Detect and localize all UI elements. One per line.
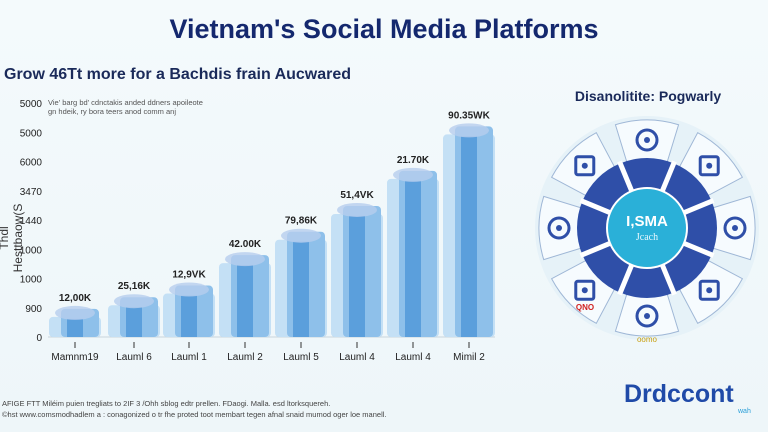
mail-icon-dot (644, 137, 650, 143)
wheel-segment (538, 195, 589, 261)
segment-label: oomo (637, 335, 658, 344)
chart-note: Vie' barg bd' cdnctakis anded ddners apo… (48, 98, 228, 116)
target-icon-shape (574, 155, 596, 177)
face-icon (723, 216, 747, 240)
bar (405, 180, 421, 337)
robot-icon (574, 279, 596, 301)
target-icon-dot (581, 162, 588, 169)
bar (181, 295, 197, 337)
window-icon (547, 216, 571, 240)
wheel-title: Disanolitite: Pogwarly (574, 88, 722, 104)
wheel-segment (614, 286, 680, 337)
footer-line: AFIGE FTT Miléim puien tregliats to 2IF … (2, 399, 331, 408)
square-icon (698, 155, 720, 177)
logo-sub: wah (738, 408, 751, 415)
center-subtitle: Jcach (636, 232, 658, 243)
x-tick-label: Mimil 2 (453, 352, 485, 363)
y-tick-label: 3470 (20, 187, 43, 198)
note-line: gn hdeik, ry bora teers anod comm anj (48, 107, 176, 116)
y-tick-label: 900 (25, 304, 42, 315)
bar (126, 307, 142, 337)
y-tick-label: 6000 (20, 158, 43, 169)
data-label: 21.70K (397, 155, 430, 166)
robot-icon-shape (574, 279, 596, 301)
globe-icon (635, 304, 659, 328)
face-icon-shape (723, 216, 747, 240)
x-tick-label: Lauml 4 (339, 352, 375, 363)
data-label: 79,86K (285, 216, 318, 227)
x-tick-label: Lauml 1 (171, 352, 207, 363)
mail-icon (635, 128, 659, 152)
bar-cap (449, 123, 489, 138)
robot-icon-dot (581, 287, 588, 294)
x-tick-label: Lauml 6 (116, 352, 152, 363)
wheel-segment (705, 195, 756, 261)
y-tick-label: 5000 (20, 128, 43, 139)
chart-subtitle: Grow 46Tt more for a Bachdis frain Aucwa… (4, 66, 352, 83)
y-tick-label: 1000 (20, 245, 43, 256)
segment-label: QNO (576, 303, 594, 312)
grid-icon-shape (698, 279, 720, 301)
bar-cap (114, 294, 154, 309)
logo: Drdccont (624, 380, 734, 408)
mail-icon-shape (635, 128, 659, 152)
data-label: 25,16K (118, 281, 151, 292)
platform-wheel: I,SMA Jcach QNO oomo (535, 116, 759, 344)
window-icon-dot (556, 225, 562, 231)
wheel-center (606, 187, 688, 269)
square-icon-dot (706, 162, 713, 169)
y-tick-label: 0 (36, 333, 42, 344)
grid-icon-dot (706, 287, 713, 294)
bar-cap (393, 167, 433, 182)
window-icon-shape (547, 216, 571, 240)
bar (461, 136, 477, 337)
bar-cap (225, 252, 265, 267)
bar (293, 241, 309, 337)
x-tick-label: Mamnm19 (51, 352, 99, 363)
bar-cap (55, 305, 95, 320)
x-tick-label: Lauml 4 (395, 352, 431, 363)
footer-line: ©hst www.comsmodhadlem a : conagonized o… (2, 410, 387, 419)
bar-cap (337, 202, 377, 217)
bar-cap (281, 228, 321, 243)
y-tick-label: 1000 (20, 275, 43, 286)
grid-icon (698, 279, 720, 301)
note-line: Vie' barg bd' cdnctakis anded ddners apo… (48, 98, 203, 107)
bar-cap (169, 282, 209, 297)
data-label: 42.00K (229, 239, 262, 250)
globe-icon-dot (644, 313, 650, 319)
center-title: I,SMA (626, 213, 668, 230)
target-icon (574, 155, 596, 177)
wheel-segment (614, 119, 680, 170)
page-title: Vietnam's Social Media Platforms (169, 14, 599, 44)
y-tick-label: 5000 (20, 99, 43, 110)
bar (237, 265, 253, 337)
data-label: 12,00K (59, 293, 92, 304)
face-icon-dot (732, 225, 738, 231)
bar (349, 215, 365, 337)
footer: AFIGE FTT Miléim puien tregliats to 2IF … (2, 398, 386, 420)
x-tick-label: Lauml 5 (283, 352, 319, 363)
square-icon-shape (698, 155, 720, 177)
bar (67, 318, 83, 337)
data-label: 51,4VK (340, 190, 374, 201)
data-label: 12,9VK (172, 270, 206, 281)
data-label: 90.35WK (448, 110, 490, 121)
bar-chart: 0 900 1000 1000 1440 3470 6000 5000 5000 12,00K Ma… (20, 99, 495, 363)
y-tick-label: 1440 (20, 216, 43, 227)
globe-icon-shape (635, 304, 659, 328)
x-tick-label: Lauml 2 (227, 352, 263, 363)
